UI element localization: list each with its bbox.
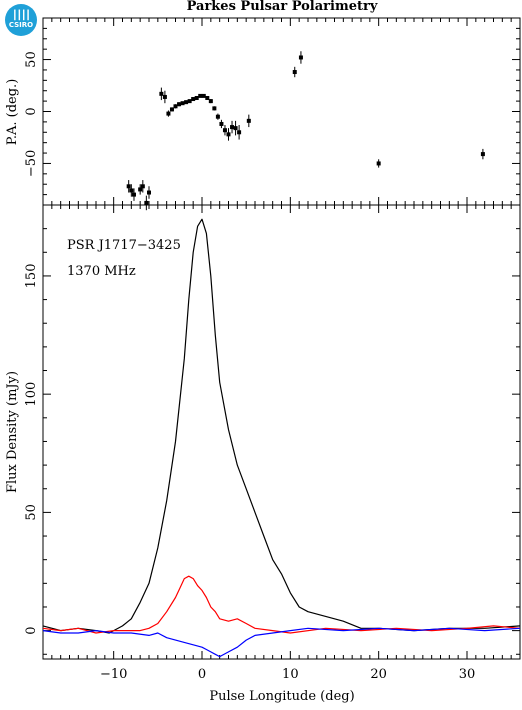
x-tick-label: 0: [198, 667, 206, 682]
pa-y-axis-label: P.A. (deg.): [5, 79, 20, 146]
pa-point: [162, 94, 167, 99]
y-tick-label: 100: [24, 382, 39, 407]
pa-panel: −50 0 50 P.A. (deg.): [5, 17, 521, 211]
pa-point: [184, 100, 189, 105]
pa-point: [237, 130, 242, 135]
logo-text: CSIRO: [8, 20, 34, 29]
pa-point: [201, 93, 206, 98]
pa-point: [147, 190, 151, 195]
pa-point: [376, 161, 381, 166]
y-tick-label: 50: [24, 504, 39, 521]
y-tick-label: 0: [24, 107, 39, 115]
pa-point: [138, 187, 143, 192]
pa-point: [169, 107, 174, 112]
pa-point: [230, 125, 235, 130]
pa-point: [246, 118, 251, 123]
pa-point: [194, 95, 199, 100]
pa-point: [140, 184, 145, 189]
pa-point: [126, 184, 131, 189]
y-tick-label: 0: [24, 626, 39, 634]
pa-point: [233, 126, 238, 131]
pa-xticks: [42, 18, 521, 205]
flux-xticks: −10 0 10 20 30: [42, 205, 521, 682]
pa-point: [173, 104, 178, 109]
flux-series: [42, 218, 521, 658]
pulsar-name-label: PSR J1717−3425: [67, 238, 181, 253]
flux-series-line: [42, 575, 521, 634]
x-tick-label: −10: [100, 667, 127, 682]
pa-point: [159, 91, 164, 96]
pa-point: [226, 132, 231, 137]
pa-point: [191, 97, 196, 102]
flux-yticks: 0 50 100 150: [24, 204, 520, 655]
pa-point: [480, 152, 485, 157]
pa-point: [144, 200, 149, 205]
pa-point: [205, 95, 210, 100]
pa-point: [166, 111, 171, 116]
flux-series-line: [42, 218, 521, 634]
x-tick-label: 10: [282, 667, 299, 682]
pa-point: [222, 128, 227, 133]
y-tick-label: 50: [24, 51, 39, 68]
x-tick-label: 20: [370, 667, 387, 682]
flux-series-line: [42, 627, 521, 658]
pa-point: [215, 114, 220, 119]
pa-point: [292, 70, 297, 75]
pa-point: [208, 99, 213, 104]
pa-points: [126, 51, 485, 211]
pa-point: [187, 99, 192, 104]
flux-x-axis-label: Pulse Longitude (deg): [209, 689, 354, 704]
pa-point: [180, 101, 185, 106]
flux-y-axis-label: Flux Density (mJy): [5, 371, 20, 493]
frequency-label: 1370 MHz: [67, 264, 136, 279]
x-tick-label: 30: [459, 667, 476, 682]
pa-point: [129, 188, 134, 193]
pa-plot-frame: [42, 17, 521, 206]
pa-point: [219, 121, 224, 126]
y-tick-label: 150: [24, 264, 39, 289]
logo-mark-icon: ┃┃┃┃: [12, 10, 31, 21]
pa-yticks: −50 0 50: [24, 17, 520, 206]
csiro-logo: ┃┃┃┃ CSIRO: [5, 4, 37, 36]
chart-title: Parkes Pulsar Polarimetry: [187, 0, 378, 14]
pa-point: [131, 192, 136, 197]
pa-point: [198, 93, 203, 98]
pa-point: [298, 55, 303, 60]
flux-panel: 0 50 100 150 −10 0 10 20 30 PSR J1717−3425 1370…: [5, 204, 521, 704]
y-tick-label: −50: [24, 150, 39, 177]
pa-point: [212, 106, 217, 111]
pa-point: [177, 102, 182, 107]
